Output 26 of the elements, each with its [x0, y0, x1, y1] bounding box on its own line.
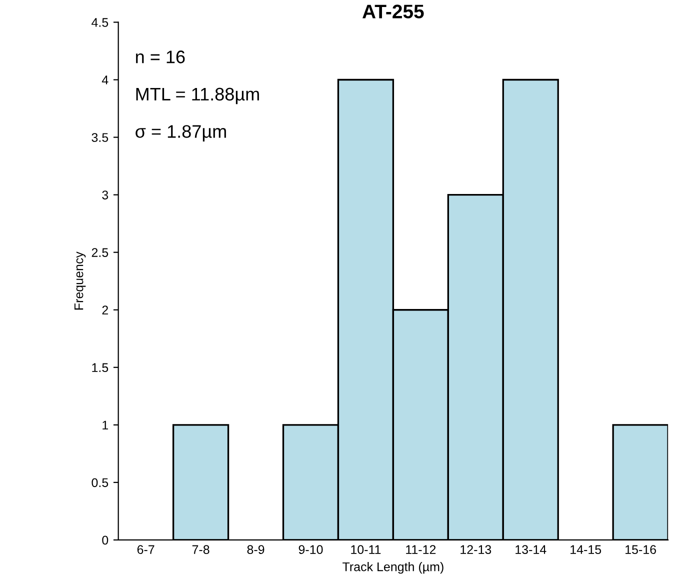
y-tick-label: 3	[102, 190, 108, 200]
y-tick-label: 0	[102, 536, 108, 545]
annotation: σ = 1.87µm	[136, 125, 226, 142]
y-tick-label: 1.5	[92, 363, 108, 372]
x-tick-label: 7-8	[192, 545, 210, 554]
x-tick-label: 15-16	[626, 545, 656, 554]
y-axis-title: Frequency	[74, 252, 86, 310]
y-tick-label: 2.5	[92, 248, 108, 257]
x-tick-label: 12-13	[460, 545, 492, 554]
y-tick-label: 0.5	[92, 478, 108, 488]
x-tick-label: 6-7	[137, 545, 154, 554]
chart-title: AT-255	[362, 4, 424, 18]
y-tick-label: 4	[102, 76, 108, 84]
x-tick-label: 9-10	[298, 545, 323, 554]
y-tick-label: 3.5	[92, 133, 108, 142]
x-tick-label: 14-15	[570, 545, 602, 554]
y-tick-label: 1	[102, 420, 108, 430]
x-axis-title: Track Length (µm)	[342, 562, 444, 574]
x-tick-label: 10-11	[351, 545, 381, 554]
x-tick-label: 11-12	[406, 545, 436, 554]
annotation: n = 16	[136, 50, 185, 64]
x-tick-label: 13-14	[516, 545, 546, 554]
y-tick-label: 2	[102, 306, 108, 314]
annotation: MTL = 11.88µm	[136, 88, 259, 104]
y-tick-label: 4.5	[92, 18, 108, 27]
x-tick-label: 8-9	[247, 545, 264, 554]
